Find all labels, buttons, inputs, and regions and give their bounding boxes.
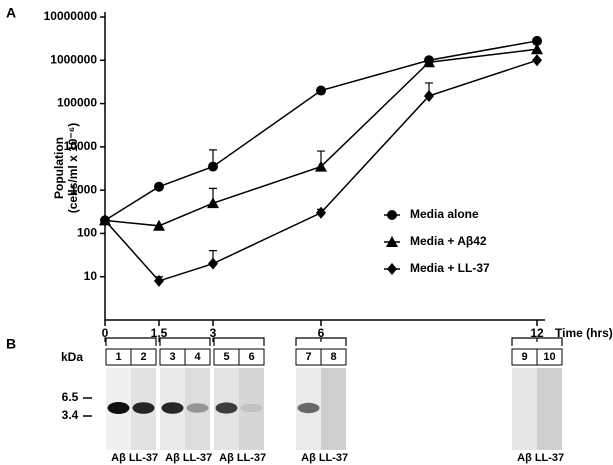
lane-label: Aβ	[301, 452, 316, 464]
legend-label: Media alone	[410, 207, 479, 221]
gel-lane	[537, 368, 562, 450]
marker	[208, 257, 218, 270]
series-line	[104, 40, 538, 222]
lane-label: Aβ	[219, 452, 234, 464]
gel-band	[161, 402, 184, 414]
series-line	[104, 48, 538, 227]
lane-number: 10	[543, 351, 555, 363]
lane-number: 2	[140, 351, 146, 363]
y-tick-label: 10000000	[44, 9, 98, 23]
unit-label: kDa	[61, 350, 83, 364]
legend-label: Media + LL-37	[410, 261, 490, 275]
y-tick-label: 100	[77, 226, 97, 240]
marker	[100, 214, 110, 227]
gel-band	[132, 402, 155, 414]
marker	[423, 56, 435, 68]
legend-marker	[387, 263, 397, 275]
panel-label: A	[6, 5, 16, 21]
y-tick-label: 10	[84, 269, 98, 283]
gel-lane	[321, 368, 346, 450]
lane-label: LL-37	[237, 452, 266, 464]
marker	[316, 206, 326, 219]
y-axis-label: Population(cells/ml x 10⁻⁶)	[52, 123, 80, 214]
marker	[207, 197, 219, 209]
bracket	[104, 337, 157, 346]
x-tick-label: 0	[102, 326, 109, 340]
lane-label: LL-37	[319, 452, 348, 464]
marker	[153, 219, 165, 231]
lane-number: 7	[305, 351, 311, 363]
gel-band	[186, 403, 209, 413]
y-tick-label: 100000	[57, 96, 97, 110]
mw-marker: 3.4	[62, 408, 79, 422]
y-axis-label-line: (cells/ml x 10⁻⁶)	[66, 123, 80, 214]
x-tick-label: 6	[318, 326, 325, 340]
y-axis-label-line: Population	[52, 137, 66, 199]
lane-number: 3	[169, 351, 175, 363]
gel-lane	[185, 368, 210, 450]
bracket	[295, 337, 347, 346]
series-line	[104, 59, 538, 282]
lane-label: LL-37	[535, 452, 564, 464]
marker	[532, 35, 542, 46]
lane-number: 4	[194, 351, 201, 363]
legend-marker	[386, 236, 398, 247]
y-tick-label: 1000	[70, 182, 97, 196]
lane-label: Aβ	[517, 452, 532, 464]
lane-number: 1	[115, 351, 121, 363]
marker	[316, 85, 326, 96]
gel-band	[240, 403, 263, 413]
mw-marker: 6.5	[62, 390, 79, 404]
legend-label: Media + Aβ42	[410, 234, 487, 248]
bracket	[212, 337, 265, 346]
lane-number: 5	[223, 351, 229, 363]
x-tick-label: 3	[210, 326, 217, 340]
x-tick-label: 1.5	[151, 326, 168, 340]
marker	[424, 89, 434, 102]
lane-number: 9	[521, 351, 527, 363]
marker	[315, 160, 327, 172]
y-tick-label: 10000	[64, 139, 98, 153]
gel-lane	[512, 368, 537, 450]
x-axis-label: Time (hrs)	[555, 326, 613, 340]
lane-number: 6	[248, 351, 254, 363]
bracket	[158, 337, 211, 346]
bracket	[511, 337, 563, 346]
x-tick-label: 12	[530, 326, 544, 340]
marker	[531, 43, 543, 55]
lane-label: LL-37	[183, 452, 212, 464]
marker	[532, 54, 542, 67]
gel-band	[215, 402, 238, 414]
gel-band	[297, 402, 320, 414]
legend-marker	[387, 210, 397, 220]
panel-label: B	[6, 336, 16, 352]
y-tick-label: 1000000	[50, 52, 97, 66]
gel-band	[107, 402, 130, 414]
lane-label: Aβ	[165, 452, 180, 464]
gel-lane	[239, 368, 264, 450]
marker	[208, 161, 218, 172]
lane-label: Aβ	[111, 452, 126, 464]
lane-number: 8	[330, 351, 336, 363]
marker	[154, 274, 164, 287]
lane-label: LL-37	[129, 452, 158, 464]
marker	[154, 181, 164, 192]
